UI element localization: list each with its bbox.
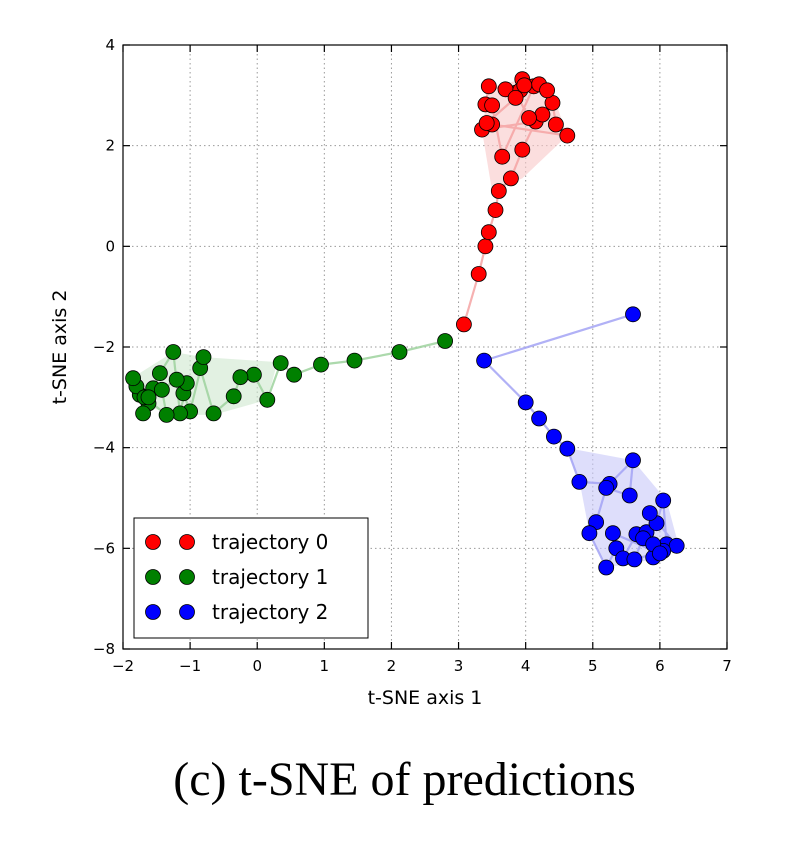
- data-point-trajectory-2: [655, 492, 672, 509]
- data-point-trajectory-2: [598, 479, 615, 496]
- data-point-trajectory-1: [168, 371, 185, 388]
- legend-marker-0: [179, 534, 195, 550]
- data-point-trajectory-1: [259, 391, 276, 408]
- data-point-trajectory-1: [205, 405, 222, 422]
- data-point-trajectory-2: [621, 487, 638, 504]
- y-tick-label: −6: [93, 539, 115, 557]
- x-tick-label: 2: [387, 657, 397, 675]
- data-point-trajectory-1: [158, 406, 175, 423]
- data-point-trajectory-0: [455, 316, 472, 333]
- data-point-trajectory-0: [487, 202, 504, 219]
- legend: trajectory 0 trajectory 1 trajectory 2: [133, 517, 369, 639]
- data-point-trajectory-2: [652, 545, 668, 562]
- legend-marker-2: [145, 604, 161, 620]
- data-point-trajectory-1: [346, 352, 363, 369]
- data-point-trajectory-0: [480, 224, 497, 241]
- data-point-trajectory-1: [245, 366, 262, 383]
- data-point-trajectory-2: [531, 410, 547, 427]
- tsne-chart: −2 −1 0 1 2 3 4 5 6 7 −8 −6 −4 −2 0 2 4 t-SNE axis 1 t-SNE…: [49, 36, 732, 709]
- data-point-trajectory-1: [225, 388, 242, 405]
- x-tick-label: 0: [252, 657, 262, 675]
- data-point-trajectory-1: [125, 370, 142, 387]
- data-point-trajectory-0: [521, 110, 537, 126]
- data-point-trajectory-0: [477, 238, 494, 255]
- x-tick-label: 5: [588, 657, 598, 675]
- data-point-trajectory-0: [484, 97, 501, 114]
- legend-label-1: trajectory 1: [212, 565, 328, 589]
- data-point-trajectory-1: [135, 405, 152, 422]
- data-point-trajectory-1: [437, 333, 454, 349]
- data-point-trajectory-2: [476, 352, 493, 369]
- y-tick-label: −8: [93, 640, 115, 658]
- x-tick-label: 6: [655, 657, 665, 675]
- legend-marker-0: [145, 534, 161, 550]
- data-point-trajectory-2: [581, 525, 598, 542]
- y-tick-label: −4: [93, 439, 115, 457]
- data-point-trajectory-0: [534, 106, 551, 123]
- x-axis-label: t-SNE axis 1: [368, 687, 483, 709]
- data-point-trajectory-1: [165, 344, 182, 360]
- data-point-trajectory-2: [546, 428, 562, 445]
- data-point-trajectory-2: [605, 525, 621, 542]
- data-point-trajectory-2: [571, 473, 588, 490]
- data-point-trajectory-2: [626, 551, 643, 568]
- data-point-trajectory-0: [490, 183, 507, 199]
- x-tick-label: −1: [179, 657, 201, 675]
- data-point-trajectory-0: [470, 266, 487, 282]
- figure-caption: (c) t-SNE of predictions: [173, 753, 636, 806]
- data-point-trajectory-1: [286, 366, 303, 383]
- data-point-trajectory-2: [517, 394, 534, 411]
- data-point-trajectory-1: [232, 369, 249, 386]
- legend-marker-1: [179, 569, 195, 585]
- legend-marker-1: [145, 569, 161, 585]
- data-point-trajectory-1: [153, 381, 170, 398]
- legend-label-2: trajectory 2: [212, 600, 328, 624]
- data-point-trajectory-0: [559, 127, 576, 144]
- data-point-trajectory-0: [478, 115, 495, 131]
- data-point-trajectory-1: [195, 349, 212, 366]
- legend-label-0: trajectory 0: [212, 530, 328, 554]
- data-point-trajectory-2: [668, 537, 685, 554]
- data-point-trajectory-0: [502, 170, 519, 187]
- legend-box: [133, 517, 369, 639]
- data-point-trajectory-1: [272, 355, 289, 372]
- x-tick-label: −2: [112, 657, 134, 675]
- x-tick-label: 1: [320, 657, 330, 675]
- y-tick-label: 0: [105, 237, 115, 255]
- data-point-trajectory-1: [140, 389, 157, 406]
- data-point-trajectory-2: [625, 306, 641, 323]
- data-point-trajectory-1: [313, 356, 329, 373]
- legend-marker-2: [179, 604, 195, 620]
- data-point-trajectory-1: [151, 365, 168, 382]
- data-point-trajectory-1: [391, 344, 408, 360]
- data-point-trajectory-0: [548, 116, 564, 133]
- data-point-trajectory-0: [494, 148, 511, 165]
- data-point-trajectory-0: [507, 90, 524, 106]
- data-point-trajectory-2: [598, 559, 615, 576]
- data-point-trajectory-0: [480, 78, 497, 95]
- data-point-trajectory-2: [559, 440, 576, 457]
- data-point-trajectory-0: [516, 77, 533, 94]
- data-point-trajectory-0: [539, 82, 555, 99]
- x-tick-label: 3: [454, 657, 464, 675]
- y-tick-label: 2: [105, 137, 115, 155]
- data-point-trajectory-1: [172, 405, 188, 422]
- y-tick-label: 4: [105, 36, 115, 54]
- y-tick-label: −2: [93, 338, 115, 356]
- y-axis-label: t-SNE axis 2: [49, 290, 71, 405]
- data-point-trajectory-0: [514, 141, 531, 158]
- data-point-trajectory-2: [625, 452, 641, 469]
- data-point-trajectory-2: [641, 505, 658, 521]
- x-tick-label: 7: [722, 657, 732, 675]
- x-tick-label: 4: [521, 657, 531, 675]
